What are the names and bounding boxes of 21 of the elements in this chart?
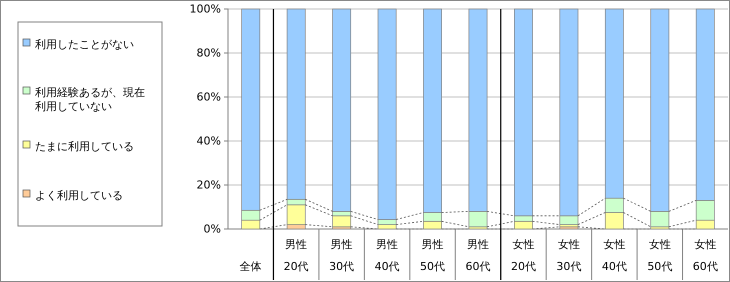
- y-tick-label: 60%: [196, 90, 221, 104]
- y-tick-label: 100%: [190, 2, 221, 16]
- x-tick-label: 女性 20代: [510, 238, 536, 273]
- x-tick-label: 女性 40代: [602, 238, 627, 273]
- x-tick-label: 女性 50代: [647, 238, 672, 273]
- x-tick-label: 男性 20代: [284, 238, 309, 273]
- legend-label: よく利用している: [35, 189, 123, 202]
- x-tick-label: 全体: [240, 260, 262, 273]
- x-tick-label: 女性 60代: [692, 238, 718, 273]
- x-tick-label: 男性 50代: [420, 238, 446, 273]
- y-tick-label: 40%: [196, 134, 221, 148]
- y-tick-label: 20%: [196, 178, 221, 192]
- legend-label: たまに利用している: [35, 140, 134, 153]
- x-tick-label: 男性 60代: [466, 238, 490, 273]
- x-tick-label: 女性 30代: [556, 238, 582, 273]
- y-tick-label: 0%: [204, 222, 221, 236]
- x-tick-label: 男性 30代: [329, 238, 354, 273]
- x-tick-label: 男性 40代: [374, 238, 400, 273]
- legend-label: 利用経験あるが、現在利用していない: [35, 86, 145, 113]
- y-tick-label: 80%: [196, 46, 221, 60]
- legend-label: 利用したことがない: [35, 38, 134, 51]
